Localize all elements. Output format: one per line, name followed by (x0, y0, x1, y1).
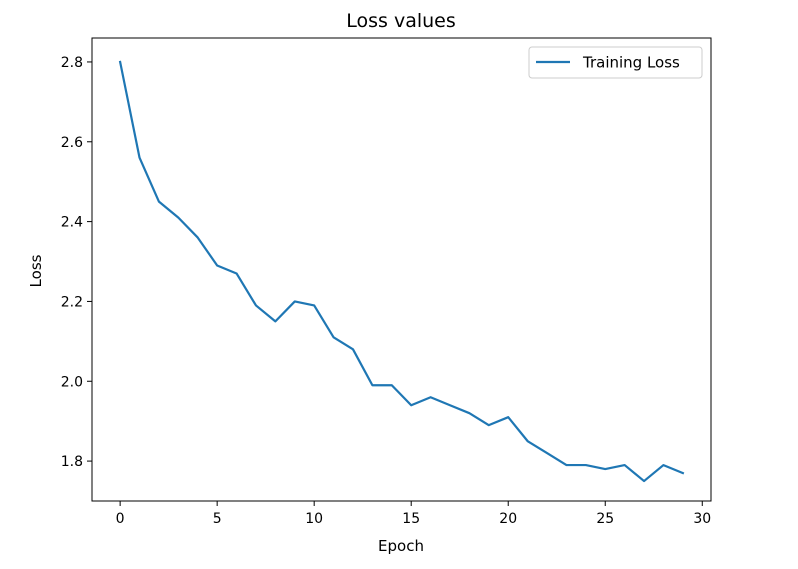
y-tick-label: 2.4 (61, 215, 83, 231)
x-tick-label: 10 (305, 511, 323, 527)
y-tick-label: 2.2 (61, 294, 83, 310)
legend-label: Training Loss (582, 54, 680, 72)
x-tick-label: 5 (213, 511, 222, 527)
x-tick-label: 0 (116, 511, 125, 527)
x-axis-label: Epoch (378, 537, 424, 555)
x-tick-label: 30 (693, 511, 711, 527)
chart-title: Loss values (346, 10, 456, 32)
y-tick-label: 1.8 (61, 454, 83, 470)
x-tick-label: 15 (402, 511, 420, 527)
legend: Training Loss (528, 46, 703, 79)
x-tick-label: 25 (596, 511, 614, 527)
series-line-0 (118, 60, 685, 483)
y-tick-label: 2.8 (61, 55, 83, 71)
y-axis-label: Loss (27, 254, 45, 287)
legend-box (528, 46, 703, 79)
axes: 0 5 10 15 20 25 30 1.8 2.0 2.2 2.4 2.6 2.8 (61, 37, 712, 527)
y-tick-label: 2.6 (61, 135, 83, 151)
axes-frame (91, 37, 712, 502)
x-tick-label: 20 (499, 511, 517, 527)
y-tick-label: 2.0 (61, 374, 83, 390)
plot-area (118, 60, 685, 483)
